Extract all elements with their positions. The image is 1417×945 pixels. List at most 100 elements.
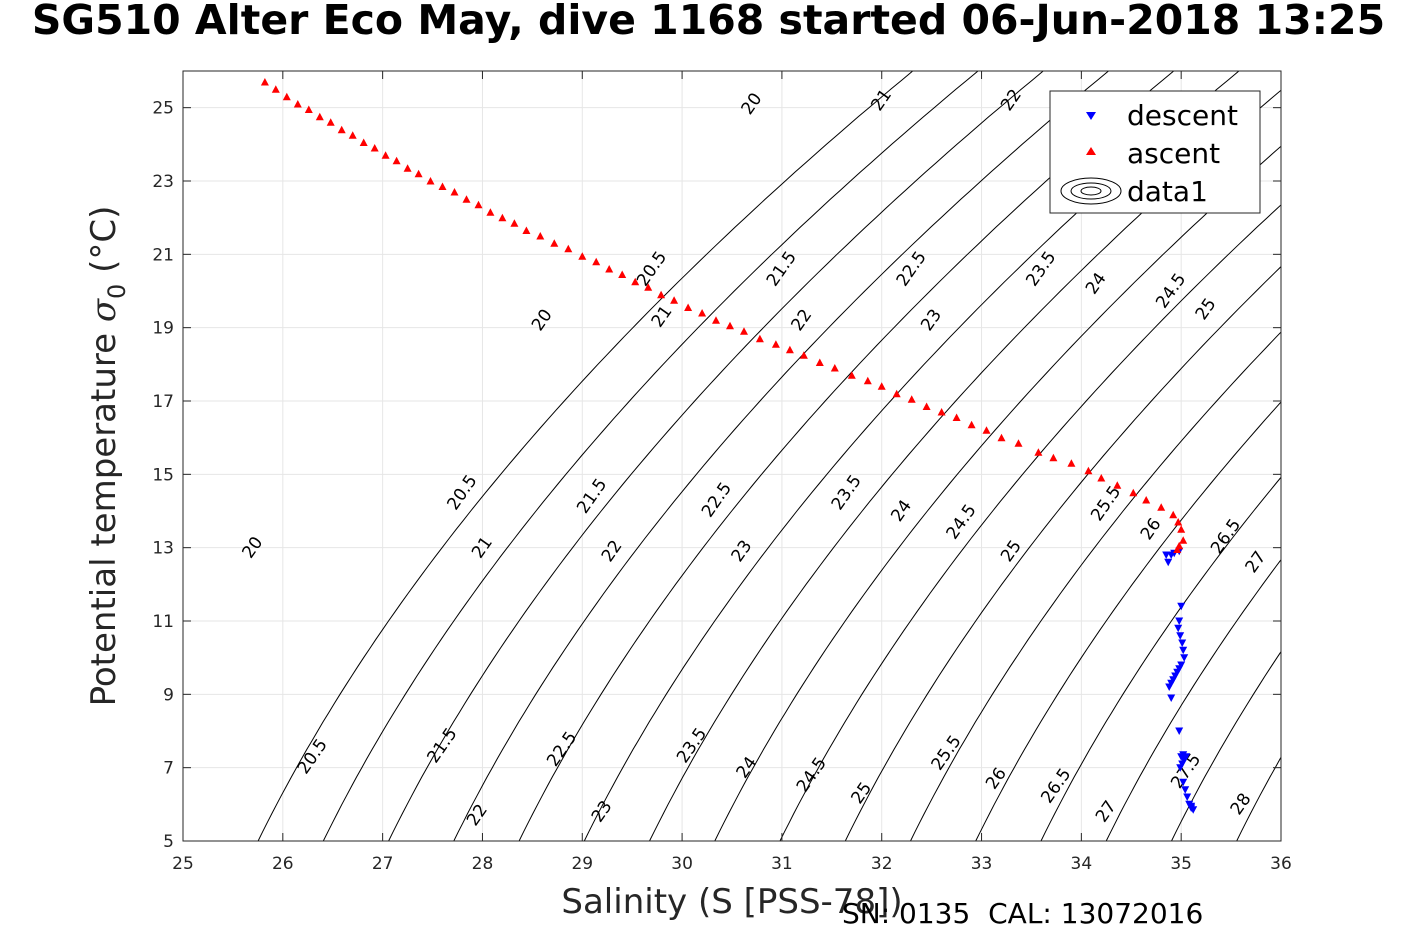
legend-data1-marker <box>1060 177 1122 205</box>
y-tick-label: 11 <box>152 612 174 632</box>
x-tick-label: 30 <box>671 854 693 874</box>
x-tick-label: 25 <box>172 854 194 874</box>
ascent-point <box>892 389 901 398</box>
ascent-point <box>381 151 390 159</box>
contour-label: 23.5 <box>673 724 711 766</box>
ascent-point <box>937 408 946 416</box>
y-tick-label: 15 <box>152 465 174 485</box>
descent-point <box>1174 624 1183 633</box>
contour-label: 21 <box>468 533 497 562</box>
contour-label: 20.5 <box>294 735 332 777</box>
descent-point <box>1167 694 1176 702</box>
ascent-point <box>771 340 780 348</box>
descent-point <box>1179 778 1188 787</box>
ascent-point <box>644 283 653 291</box>
contour-label: 25 <box>1192 295 1221 324</box>
y-tick-label: 25 <box>152 99 174 119</box>
ascent-point <box>698 309 707 317</box>
ascent-point <box>785 345 794 354</box>
ascent-point <box>282 92 291 101</box>
y-axis-title-subscript: 0 <box>103 284 131 299</box>
ascent-point <box>370 144 379 152</box>
descent-point <box>1175 617 1184 625</box>
ascent-point <box>1173 545 1182 553</box>
ascent-point <box>392 156 401 165</box>
contour-label: 28 <box>1227 790 1256 819</box>
ascent-point <box>799 351 808 359</box>
x-tick-label: 31 <box>771 854 793 874</box>
ascent-point <box>564 244 573 253</box>
ascent-point <box>605 265 614 273</box>
ascent-point <box>486 208 495 216</box>
ascent-point <box>348 131 357 139</box>
x-tick-label: 28 <box>472 854 494 874</box>
descent-point <box>1181 786 1190 794</box>
descent-point <box>1183 793 1192 801</box>
descent-point <box>1176 632 1185 640</box>
contour-label: 21.5 <box>573 475 611 517</box>
ascent-point <box>550 239 559 247</box>
ascent-point <box>450 188 459 196</box>
contour-label: 24 <box>1082 269 1111 298</box>
x-tick-label: 35 <box>1170 854 1192 874</box>
descent-point <box>1189 806 1198 814</box>
ascent-point <box>498 213 507 222</box>
x-tick-label: 33 <box>971 854 993 874</box>
contour-line <box>779 204 1281 841</box>
ascent-point <box>1097 474 1106 482</box>
contour-label: 22.5 <box>543 728 581 770</box>
contour-label: 22 <box>598 537 627 566</box>
ascent-point <box>922 402 931 410</box>
contour-label: 22 <box>997 86 1026 115</box>
ascent-point <box>1034 448 1043 456</box>
contour-label: 23 <box>588 797 617 826</box>
contour-label: 24.5 <box>1152 270 1190 312</box>
legend-box <box>1049 90 1261 214</box>
ascent-point <box>260 78 269 86</box>
x-tick-label: 36 <box>1270 854 1292 874</box>
chart-title: SG510 Alter Eco May, dive 1168 started 0… <box>31 0 1386 44</box>
ascent-point <box>462 195 471 203</box>
ascent-point <box>631 277 640 286</box>
contour-label: 26.5 <box>1207 515 1245 557</box>
ascent-point <box>359 138 368 146</box>
contour-label: 22 <box>463 801 492 830</box>
ascent-point <box>670 296 679 304</box>
descent-point <box>1178 639 1187 647</box>
y-axis-title-sigma: σ <box>84 298 124 322</box>
ascent-point <box>657 290 666 299</box>
contour-label: 22 <box>788 306 817 335</box>
descent-point <box>1180 654 1189 662</box>
contour-label: 20 <box>738 89 767 118</box>
ascent-point <box>315 112 324 121</box>
contour-label: 25 <box>847 779 876 808</box>
contour-label: 25 <box>997 537 1026 566</box>
contour-line <box>1105 558 1281 841</box>
legend-data1-label: data1 <box>1127 175 1208 208</box>
contour-line <box>1040 476 1281 841</box>
ascent-point <box>863 376 872 385</box>
legend-descent-label: descent <box>1127 99 1238 132</box>
y-axis-title-text: Potential temperature <box>84 322 124 706</box>
ascent-point <box>474 200 483 209</box>
contour-label: 20 <box>239 533 268 562</box>
contour-line <box>975 401 1281 841</box>
ascent-point <box>1014 439 1023 447</box>
ascent-point <box>1067 459 1076 467</box>
y-tick-label: 23 <box>152 172 174 192</box>
y-axis-title: Potential temperature σ0 (°C) <box>84 206 131 707</box>
ascent-point <box>997 433 1006 442</box>
legend-ascent-label: ascent <box>1127 137 1220 170</box>
contour-label: 22.5 <box>698 479 736 521</box>
ascent-point <box>907 395 916 403</box>
ascent-point <box>740 327 748 335</box>
descent-point <box>1175 727 1184 735</box>
ascent-point <box>712 316 720 324</box>
axes-frame <box>182 70 1282 842</box>
ascent-point <box>618 270 627 278</box>
ascent-point <box>426 177 435 185</box>
ascent-point <box>1179 536 1188 544</box>
ascent-point <box>522 226 531 234</box>
ascent-point <box>847 371 856 379</box>
